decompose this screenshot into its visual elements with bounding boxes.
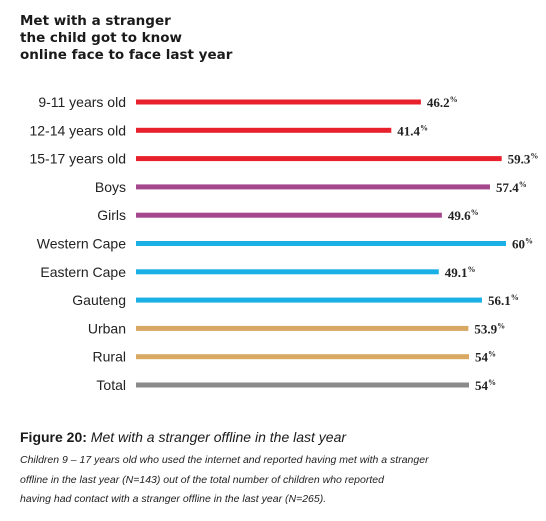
figure-number: Figure 20:: [20, 429, 87, 445]
bar: [136, 382, 469, 388]
value-label: 53.9%: [474, 321, 505, 336]
category-label: Total: [96, 377, 126, 393]
bar: [136, 241, 506, 246]
value-label: 49.6%: [448, 208, 479, 223]
bar: [136, 212, 442, 218]
figure-caption: Figure 20: Met with a stranger offline i…: [20, 429, 346, 445]
category-label: Girls: [97, 207, 126, 223]
bar: [136, 184, 490, 190]
bar: [136, 297, 482, 303]
category-label: Urban: [88, 320, 126, 336]
chart-title: Met with a stranger the child got to kno…: [20, 13, 233, 63]
value-label: 56.1%: [488, 293, 519, 308]
bar: [136, 325, 469, 331]
value-label: 54%: [475, 350, 496, 365]
figure-caption-text: Met with a stranger offline in the last …: [90, 429, 347, 445]
value-label: 46.2%: [427, 95, 458, 110]
bar: [136, 156, 502, 162]
bar: [136, 269, 439, 275]
figure-note: Children 9 – 17 years old who used the i…: [20, 451, 440, 510]
value-label: 41.4%: [397, 123, 428, 138]
figure-note-line: Children 9 – 17 years old who used the i…: [20, 454, 429, 466]
bar: [136, 354, 469, 360]
category-label: Rural: [93, 349, 126, 365]
value-label: 49.1%: [445, 265, 476, 280]
category-label: 9-11 years old: [38, 94, 126, 110]
figure-note-line: offline in the last year (N=143) out of …: [20, 473, 384, 486]
value-label: 59.3%: [508, 152, 539, 167]
category-label: Western Cape: [37, 236, 126, 252]
category-label: 12-14 years old: [29, 122, 126, 138]
category-label: Eastern Cape: [40, 264, 126, 280]
value-label: 54%: [475, 378, 496, 393]
bar-chart: 9-11 years old 46.2% 12-14 years old 41.4% 1…: [29, 94, 539, 393]
figure-note-line: having had contact with a stranger offli…: [20, 493, 327, 505]
bar: [136, 99, 421, 105]
value-label: 57.4%: [496, 180, 527, 195]
value-label: 60%: [512, 237, 533, 252]
category-label: Gauteng: [72, 292, 126, 308]
bar: [136, 127, 392, 133]
category-label: 15-17 years old: [29, 151, 126, 167]
category-label: Boys: [95, 179, 126, 195]
